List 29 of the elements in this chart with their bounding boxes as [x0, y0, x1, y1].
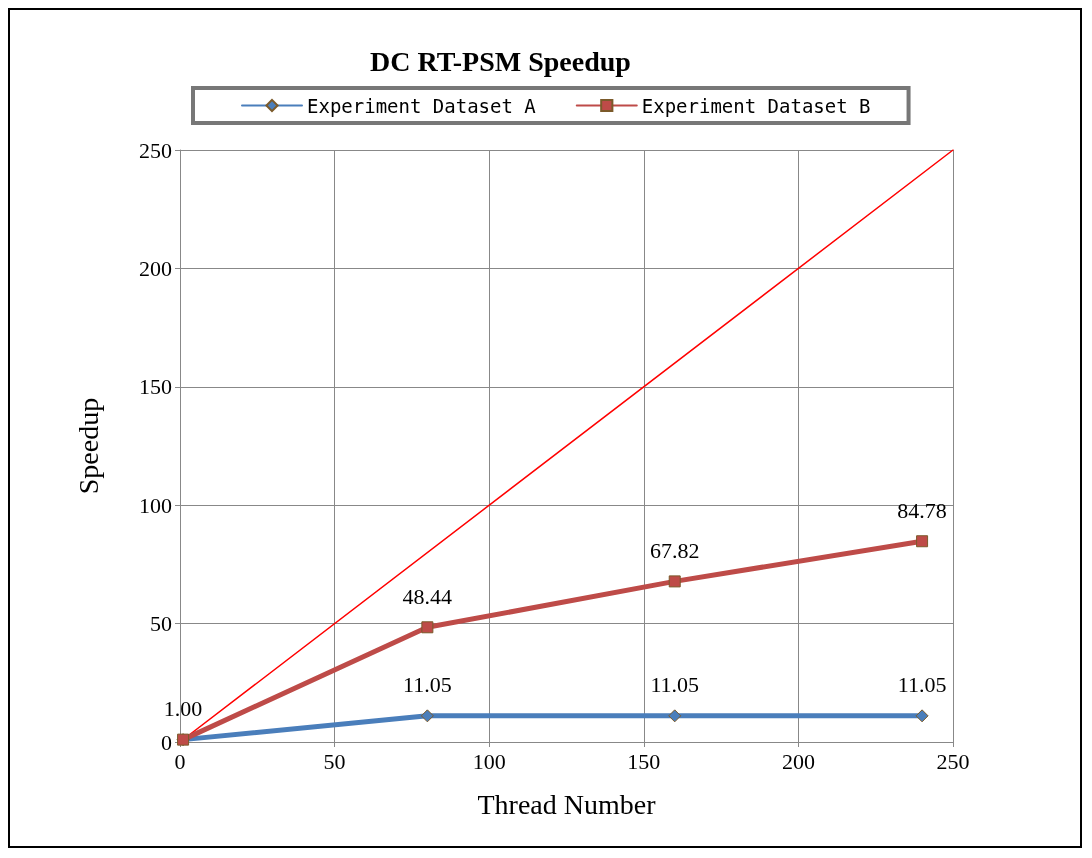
y-tick-label: 250: [139, 137, 172, 163]
point: [915, 709, 929, 723]
point: [916, 535, 929, 548]
point: [421, 621, 434, 634]
data-label: 1.00: [163, 695, 203, 721]
x-axis-title: Thread Number: [477, 788, 657, 820]
legend-label: Experiment Dataset A: [307, 94, 537, 117]
x-tick-label: 250: [936, 748, 970, 774]
point: [668, 575, 681, 588]
data-label: 11.05: [897, 671, 947, 697]
chart-title: DC RT-PSM Speedup: [370, 45, 631, 77]
y-tick-label: 0: [161, 729, 172, 755]
y-axis-title: Speedup: [72, 397, 104, 495]
x-tick-label: 50: [323, 748, 346, 774]
y-tick-label: 100: [139, 492, 172, 518]
legend-label: Experiment Dataset B: [641, 94, 871, 117]
y-tick-label: 150: [139, 374, 172, 400]
data-label: 11.05: [650, 671, 700, 697]
data-label: 84.78: [897, 497, 947, 523]
x-tick-label: 100: [472, 748, 506, 774]
y-tick-label: 50: [150, 611, 172, 637]
point: [668, 709, 682, 723]
data-label: 48.44: [402, 583, 453, 609]
data-label: 67.82: [649, 537, 700, 563]
data-label: 11.05: [403, 671, 452, 697]
x-tick-label: 150: [627, 748, 661, 774]
point: [420, 709, 434, 723]
y-tick-label: 200: [139, 255, 172, 281]
x-tick-label: 200: [781, 748, 815, 774]
